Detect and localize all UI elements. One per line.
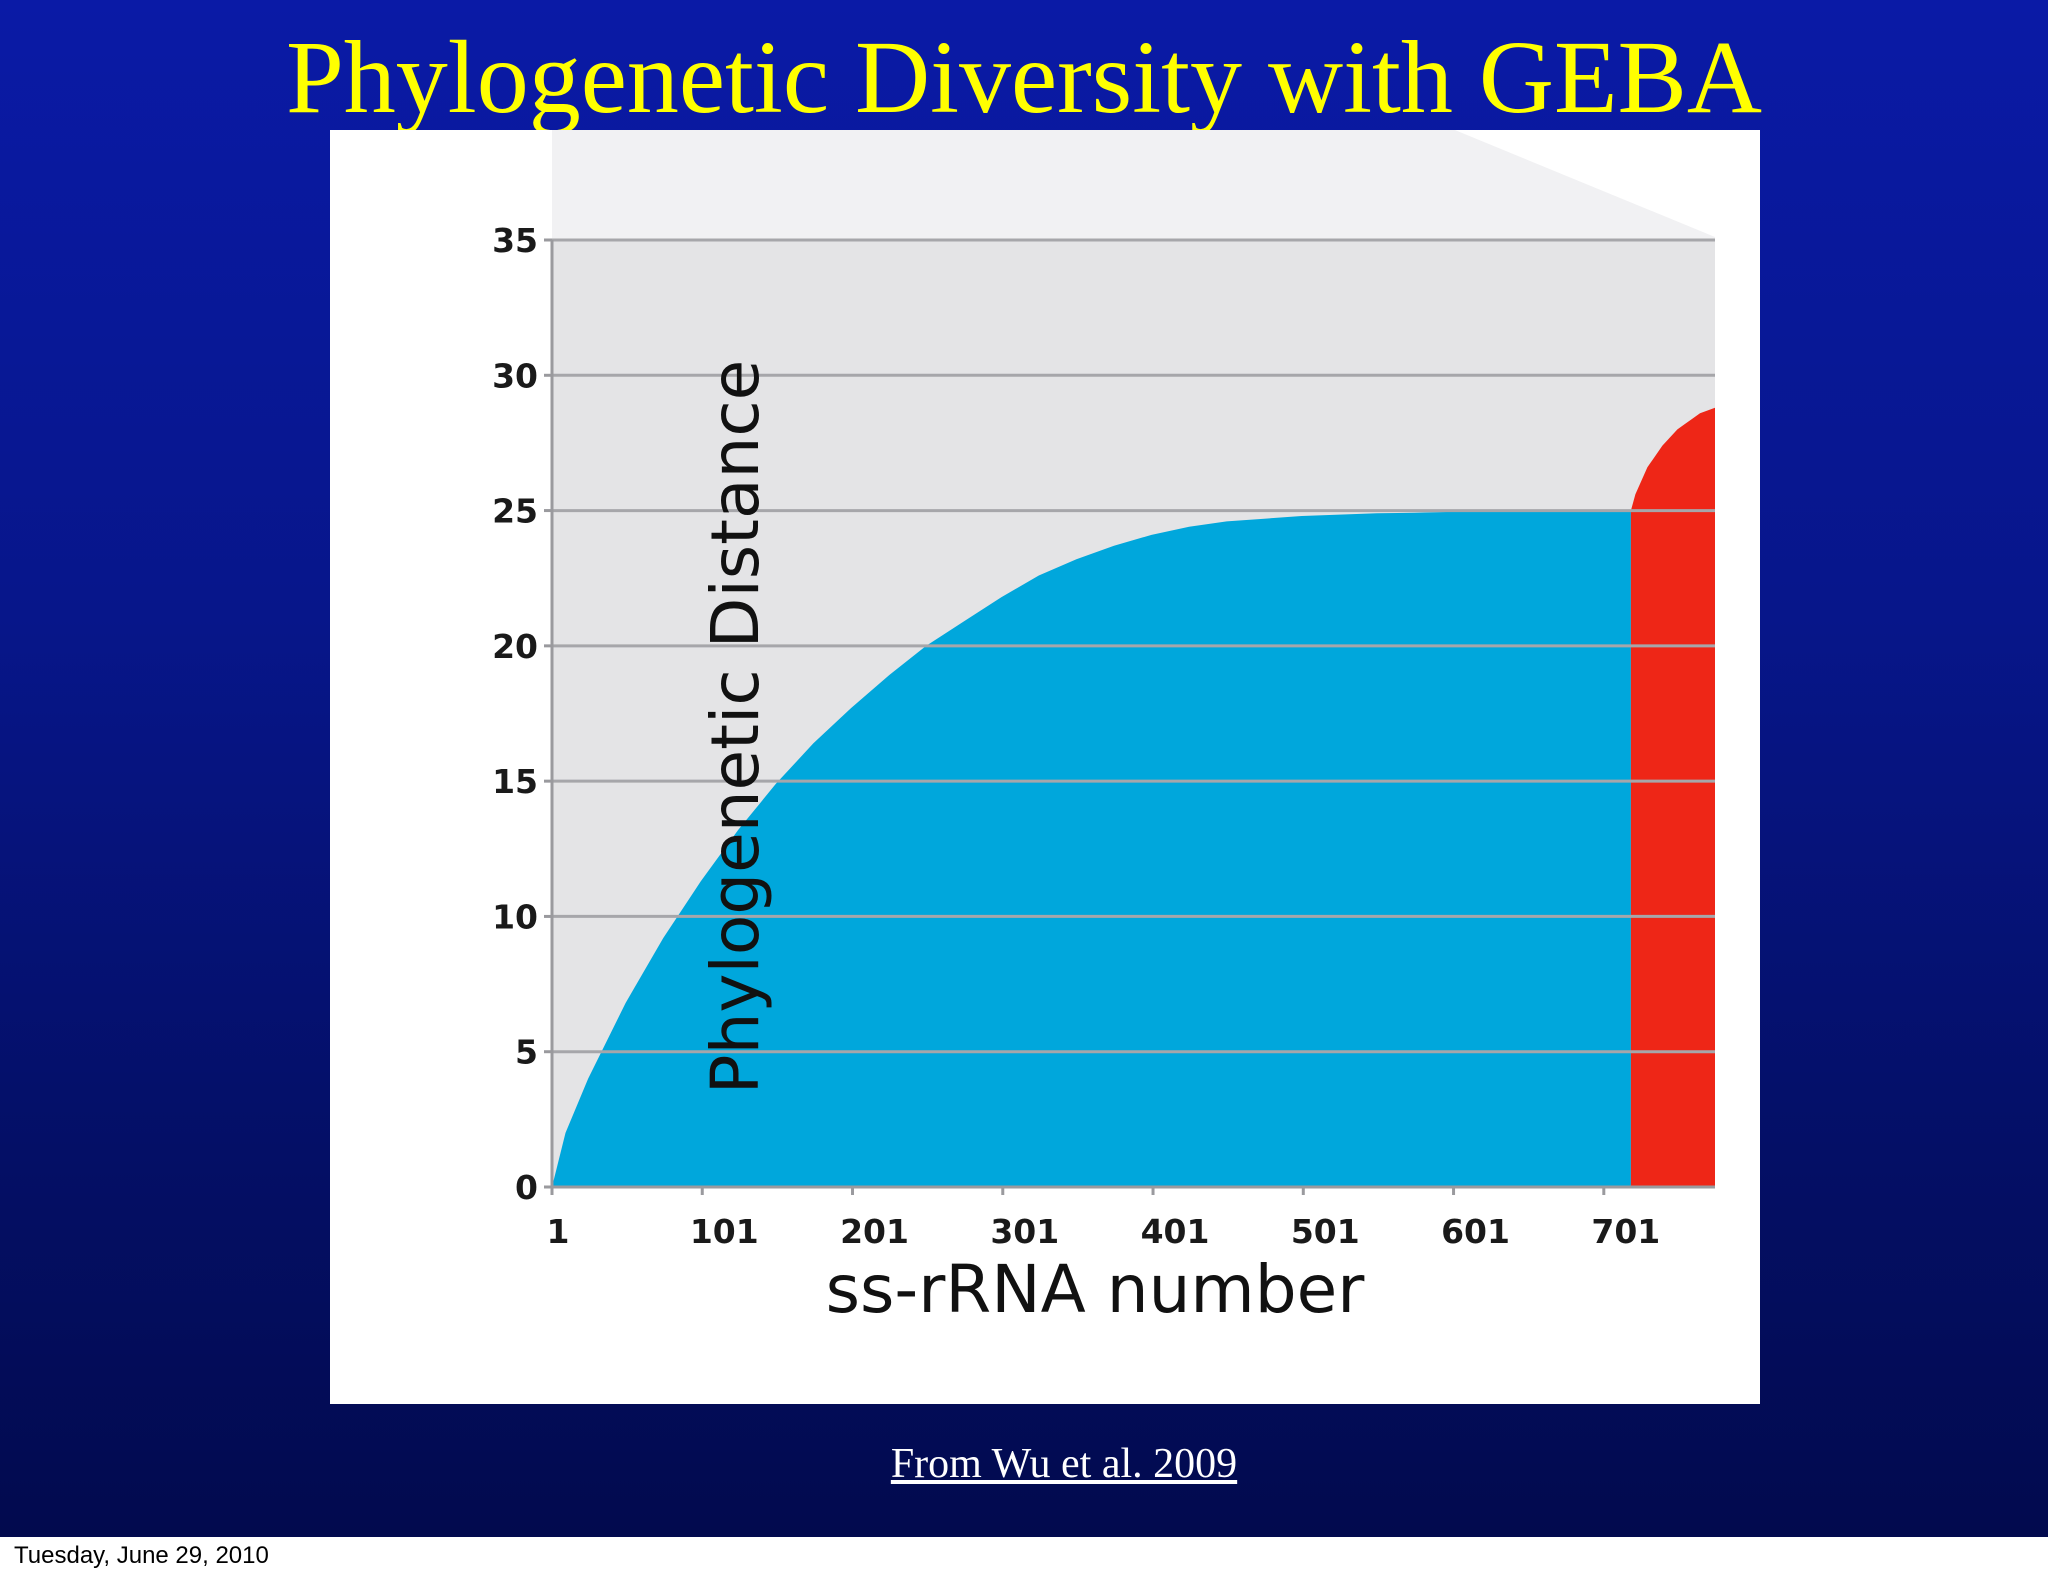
y-tick-label-30: 30	[492, 356, 538, 395]
y-tick-label-10: 10	[492, 897, 538, 936]
geba-sequences-area	[1630, 407, 1715, 1187]
x-axis-title: ss-rRNA number	[826, 1251, 1366, 1328]
slide-title: Phylogenetic Diversity with GEBA	[285, 20, 1763, 135]
x-tick-label-101: 101	[690, 1212, 759, 1251]
y-tick-label-25: 25	[492, 492, 538, 531]
y-tick-label-35: 35	[492, 221, 538, 260]
phylogenetic-distance-chart: 0 5 10 15 20 25 30 35 1 101 201 301 401 501 601 701 Ph…	[492, 130, 1715, 1328]
existing-sequences-area	[552, 510, 1631, 1188]
x-tick-label-701: 701	[1591, 1212, 1660, 1251]
y-axis-title: Phylogenetic Distance	[697, 360, 774, 1094]
slide-date-footer: Tuesday, June 29, 2010	[14, 1542, 269, 1569]
x-tick-label-1: 1	[547, 1212, 570, 1251]
x-tick-label-201: 201	[840, 1212, 909, 1251]
slide-background: Phylogenetic Diversity with GEBA 0 5 10 15 2…	[0, 0, 2048, 1537]
y-tick-label-20: 20	[492, 627, 538, 666]
x-tick-label-401: 401	[1141, 1212, 1210, 1251]
y-tick-label-0: 0	[515, 1168, 538, 1207]
data-areas	[552, 407, 1715, 1188]
x-tick-label-301: 301	[990, 1212, 1059, 1251]
x-tick-labels: 1 101 201 301 401 501 601 701	[547, 1212, 1661, 1251]
gridlines	[552, 238, 1715, 1054]
y-tick-labels: 0 5 10 15 20 25 30 35	[492, 221, 538, 1207]
axes	[544, 238, 1715, 1195]
x-tick-label-601: 601	[1441, 1212, 1510, 1251]
chart-panel: 0 5 10 15 20 25 30 35 1 101 201 301 401 501 601 701 Ph…	[330, 130, 1760, 1404]
source-citation-link[interactable]: From Wu et al. 2009	[890, 1441, 1238, 1487]
y-tick-label-15: 15	[492, 762, 538, 801]
y-tick-label-5: 5	[515, 1033, 538, 1072]
x-tick-label-501: 501	[1291, 1212, 1360, 1251]
